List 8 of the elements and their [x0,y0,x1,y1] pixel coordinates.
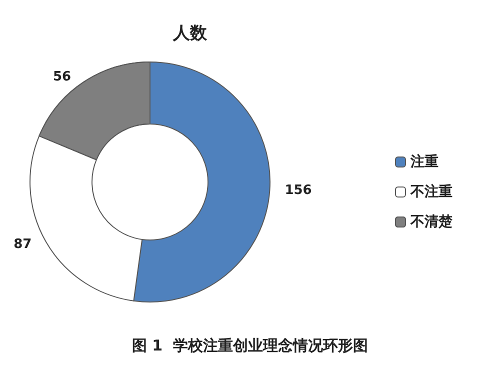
legend-label: 不注重 [410,183,452,200]
data-label: 87 [14,237,32,252]
data-label: 56 [52,70,72,85]
legend-label: 不清楚 [410,214,454,230]
chart-title: 人数 [172,24,208,44]
data-label: 156 [284,183,312,198]
legend-label: 注重 [410,153,438,170]
caption: 图 1 学校注重创业理念情况环形图 [132,336,368,354]
